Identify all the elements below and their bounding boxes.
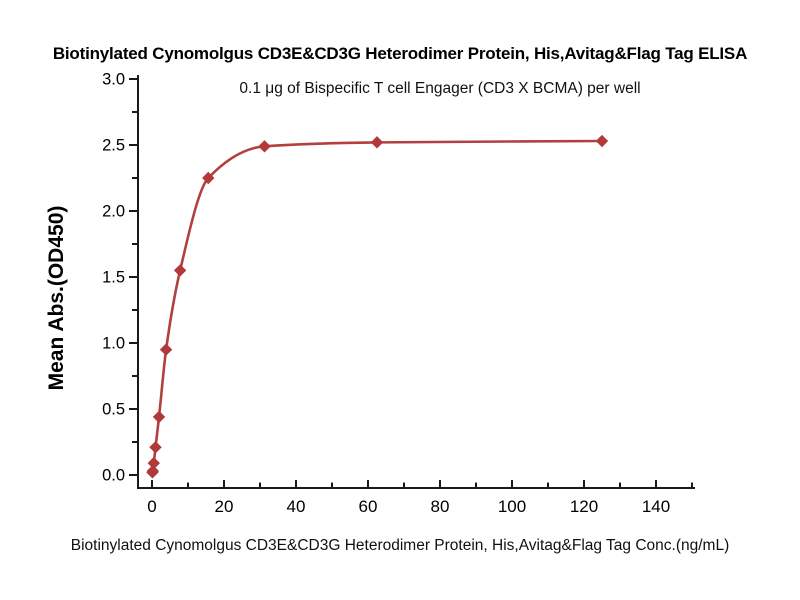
chart-title: Biotinylated Cynomolgus CD3E&CD3G Hetero… [52, 44, 748, 63]
data-point-marker [595, 134, 609, 148]
data-point-marker [173, 264, 187, 277]
y-tick-label: 0.0 [102, 467, 125, 485]
x-tick-label: 60 [359, 497, 378, 516]
y-tick-label: 3.0 [102, 71, 125, 89]
x-tick-label: 140 [642, 497, 670, 516]
data-point-marker [159, 343, 173, 356]
y-tick-label: 2.0 [102, 203, 125, 221]
x-tick-label: 120 [570, 497, 598, 516]
data-point-marker [152, 410, 166, 424]
data-point-marker [146, 464, 160, 478]
y-tick-label: 1.0 [102, 335, 125, 353]
data-point-marker [258, 140, 271, 153]
x-tick-label: 100 [498, 497, 526, 516]
x-tick-label: 20 [215, 497, 234, 516]
x-tick-label: 40 [287, 497, 306, 516]
data-point-marker [147, 456, 160, 470]
x-tick-label: 80 [431, 497, 450, 516]
data-point-marker [202, 171, 215, 185]
data-point-marker [370, 136, 384, 149]
x-tick-label: 0 [147, 497, 156, 516]
y-tick-label: 2.5 [102, 137, 125, 155]
data-point-marker [149, 441, 162, 454]
y-tick-label: 1.5 [102, 269, 125, 287]
y-tick-label: 0.5 [102, 401, 125, 419]
x-axis-title: Biotinylated Cynomolgus CD3E&CD3G Hetero… [70, 537, 730, 554]
chart-subtitle: 0.1 μg of Bispecific T cell Engager (CD3… [239, 80, 641, 97]
fit-curve [151, 139, 604, 474]
